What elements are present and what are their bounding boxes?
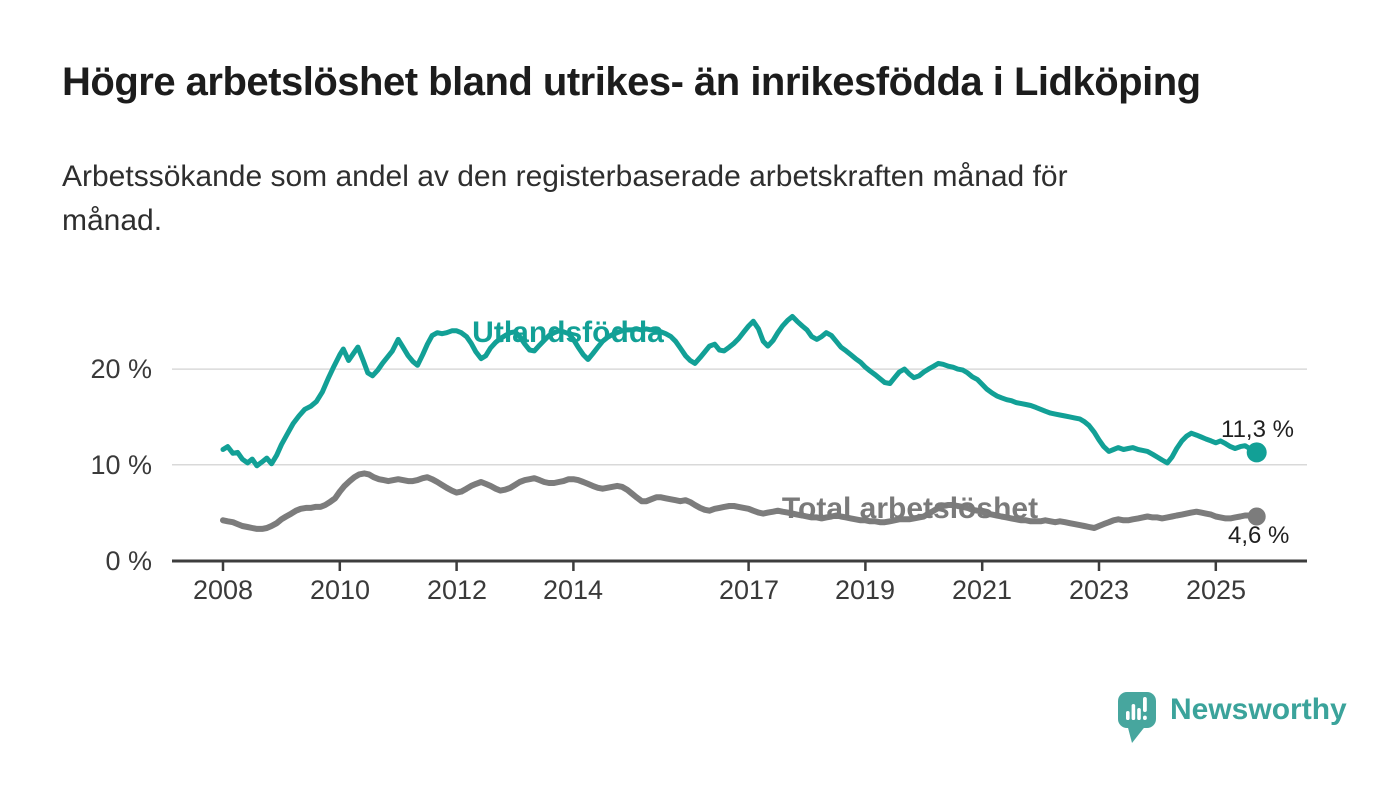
page-title: Högre arbetslöshet bland utrikes- än inr… <box>62 60 1201 104</box>
end-dot-total <box>1247 507 1266 526</box>
series-label-utlandsfodda: Utlandsfödda <box>472 316 664 349</box>
newsworthy-logo: Newsworthy <box>1118 688 1350 748</box>
subtitle-line-2: månad. <box>62 203 163 237</box>
end-dot-utlandsfodda <box>1246 442 1267 463</box>
chart-subtitle: Arbetssökande som andel av den registerb… <box>62 155 1282 242</box>
series-line-total <box>220 470 1260 532</box>
newsworthy-logo-icon <box>1118 692 1156 743</box>
end-value-label-total: 4,6 % <box>1228 522 1290 549</box>
subtitle-line-1: Arbetssökande som andel av den registerb… <box>62 160 1068 193</box>
series-line-utlandsfodda <box>220 314 1260 469</box>
newsworthy-wordmark: Newsworthy <box>1170 693 1347 726</box>
series-label-total: Total arbetslöshet <box>781 492 1039 525</box>
end-value-label-utlandsfodda: 11,3 % <box>1221 416 1294 443</box>
